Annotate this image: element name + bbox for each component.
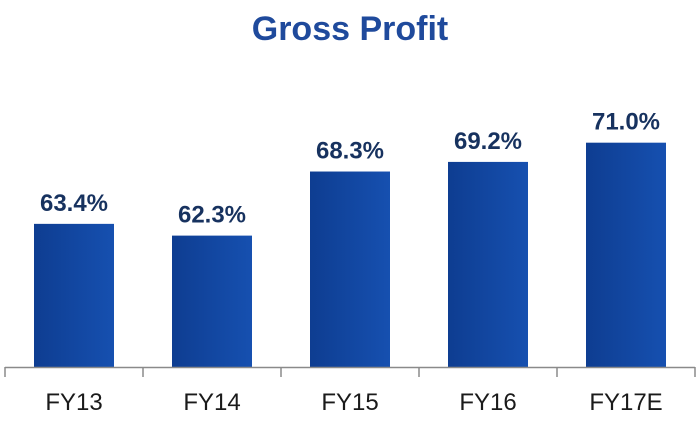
x-tick-label-fy17e: FY17E: [589, 389, 662, 416]
bar-fy13: [34, 223, 114, 367]
bar-fy16: [448, 161, 528, 367]
x-tick-label-fy16: FY16: [459, 389, 516, 416]
bar-fy17e: [586, 142, 666, 367]
x-axis: FY13 FY14 FY15 FY16 FY17E: [4, 366, 696, 416]
x-tick-label-fy13: FY13: [45, 389, 102, 416]
bar-fy15: [310, 171, 390, 367]
data-label-fy13: 63.4%: [40, 190, 108, 217]
x-tick-label-fy14: FY14: [183, 389, 240, 416]
bars-layer: 63.4% 62.3% 68.3% 69.2% 71.0%: [34, 109, 666, 367]
chart-title: Gross Profit: [251, 10, 449, 48]
x-tick-label-fy15: FY15: [321, 389, 378, 416]
data-label-fy14: 62.3%: [178, 202, 246, 229]
data-label-fy15: 68.3%: [316, 138, 384, 165]
data-label-fy16: 69.2%: [454, 128, 522, 155]
bar-fy14: [172, 235, 252, 367]
data-label-fy17e: 71.0%: [592, 109, 660, 136]
